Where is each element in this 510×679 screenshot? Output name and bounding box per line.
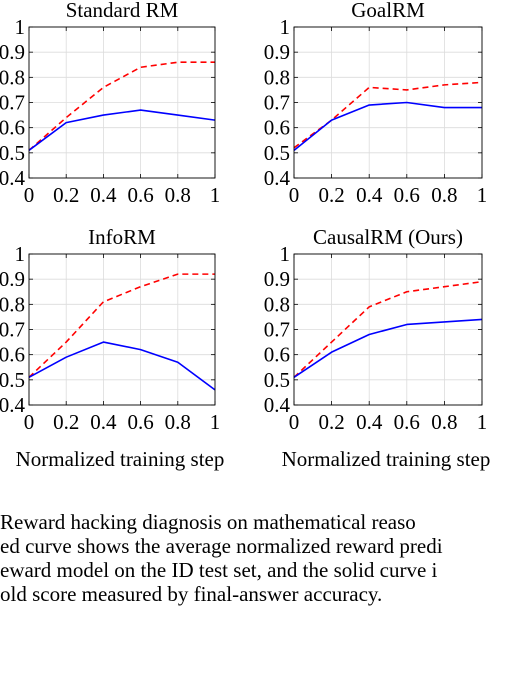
x-tick-label: 0.2	[318, 410, 344, 434]
y-tick-label: 0.5	[264, 368, 290, 392]
x-tick-label: 0.6	[394, 183, 420, 207]
y-tick-label: 0.4	[0, 393, 26, 417]
x-tick-label: 0	[289, 410, 300, 434]
x-tick-label: 1	[210, 410, 221, 434]
chart-panel-4: 0 0.2 0.4 0.6 0.8 10.40.50.60.70.80.91CausalR…	[264, 225, 491, 471]
caption-line-1: Reward hacking diagnosis on mathematical…	[0, 510, 416, 534]
y-tick-label: 0.4	[264, 393, 291, 417]
chart-title: InfoRM	[88, 225, 156, 249]
solid-series-line	[28, 341, 216, 391]
dashed-series-line	[28, 61, 215, 151]
x-tick-label: 0.6	[127, 410, 153, 434]
y-tick-label: 0.6	[264, 343, 290, 367]
solid-series-line	[28, 109, 216, 151]
x-tick-label: 0.4	[356, 183, 383, 207]
chart-panel-1: 0 0.2 0.4 0.6 0.8 10.40.50.60.70.80.91Standar…	[0, 0, 220, 207]
y-tick-label: 0.7	[264, 91, 290, 115]
chart-figure: 0 0.2 0.4 0.6 0.8 10.40.50.60.70.80.91Standar…	[0, 0, 491, 471]
solid-series-line	[293, 101, 482, 151]
y-tick-label: 1	[15, 242, 26, 266]
x-tick-label: 0	[289, 183, 300, 207]
y-tick-label: 0.5	[264, 141, 290, 165]
y-tick-label: 0.8	[0, 292, 25, 316]
x-tick-label: 0.2	[53, 410, 79, 434]
y-tick-label: 0.8	[264, 65, 290, 89]
x-tick-label: 0.8	[431, 410, 457, 434]
x-tick-label: 0.6	[127, 183, 153, 207]
dashed-series-line	[293, 81, 483, 149]
chart-title: CausalRM (Ours)	[313, 225, 463, 249]
caption-line-4: old score measured by final-answer accur…	[0, 582, 383, 606]
y-tick-label: 0.6	[0, 116, 25, 140]
x-tick-label: 1	[477, 410, 488, 434]
caption-line-2: ed curve shows the average normalized re…	[0, 534, 443, 558]
x-tick-label: 1	[210, 183, 221, 207]
solid-series-line	[293, 318, 483, 378]
x-tick-label: 0.8	[165, 410, 191, 434]
y-tick-label: 0.4	[0, 166, 26, 190]
x-tick-label: 0.6	[394, 410, 420, 434]
y-tick-label: 0.5	[0, 368, 25, 392]
y-tick-label: 0.9	[264, 267, 290, 291]
x-tick-label: 0.4	[90, 183, 117, 207]
x-tick-label: 0.4	[356, 410, 383, 434]
x-tick-label: 0.2	[53, 183, 79, 207]
x-tick-label: 1	[477, 183, 488, 207]
caption-line-3: eward model on the ID test set, and the …	[0, 558, 438, 582]
y-tick-label: 1	[280, 15, 291, 39]
x-tick-label: 0	[24, 410, 35, 434]
chart-title: Standard RM	[66, 0, 179, 22]
y-tick-label: 0.4	[264, 166, 291, 190]
x-tick-label: 0.8	[431, 183, 457, 207]
x-tick-label: 0.4	[90, 410, 117, 434]
y-tick-label: 0.5	[0, 141, 25, 165]
x-tick-label: 0.2	[318, 183, 344, 207]
dashed-series-line	[28, 273, 215, 378]
y-tick-label: 0.7	[0, 318, 25, 342]
y-tick-label: 0.7	[0, 91, 25, 115]
y-tick-label: 0.6	[0, 343, 25, 367]
chart-panel-3: 0 0.2 0.4 0.6 0.8 10.40.50.60.70.80.91InfoRMN…	[0, 225, 224, 471]
y-tick-label: 0.9	[0, 267, 25, 291]
y-tick-label: 0.9	[264, 40, 290, 64]
y-tick-label: 0.8	[264, 292, 290, 316]
y-tick-label: 0.8	[0, 65, 25, 89]
x-tick-label: 0	[24, 183, 35, 207]
y-tick-label: 1	[15, 15, 26, 39]
x-tick-label: 0.8	[165, 183, 191, 207]
x-axis-label: Normalized training step	[282, 447, 491, 471]
y-tick-label: 0.6	[264, 116, 290, 140]
y-tick-label: 0.7	[264, 318, 290, 342]
chart-title: GoalRM	[351, 0, 425, 22]
x-axis-label: Normalized training step	[16, 447, 225, 471]
dashed-series-line	[293, 280, 483, 378]
y-tick-label: 1	[280, 242, 291, 266]
y-tick-label: 0.9	[0, 40, 25, 64]
figure-caption: Reward hacking diagnosis on mathematical…	[0, 510, 510, 606]
